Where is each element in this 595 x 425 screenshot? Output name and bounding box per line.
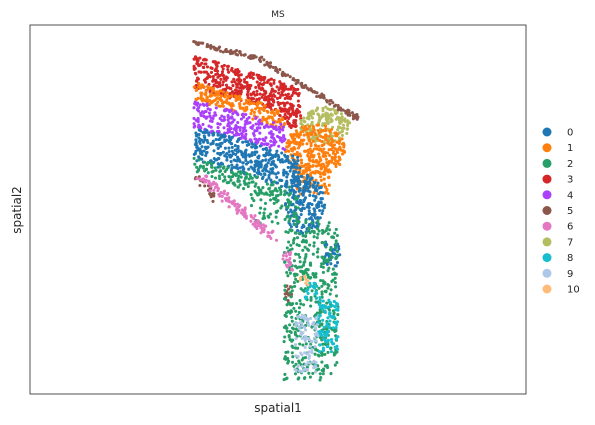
legend-label-7: 7 [567, 237, 573, 248]
legend-marker-9 [542, 268, 552, 278]
x-axis-label: spatial1 [254, 401, 302, 415]
legend-marker-4 [542, 190, 552, 200]
legend-marker-8 [542, 253, 552, 263]
legend-marker-3 [542, 174, 552, 184]
legend-marker-1 [542, 143, 552, 153]
legend-marker-6 [542, 221, 552, 231]
legend-label-0: 0 [567, 128, 573, 139]
legend-marker-2 [542, 158, 552, 168]
legend-marker-5 [542, 206, 552, 215]
plot-area [29, 24, 527, 395]
chart-title: MS [271, 10, 285, 20]
legend: 0 1 2 3 4 5 6 7 8 9 10 [542, 127, 580, 296]
y-axis-label: spatial2 [10, 186, 24, 234]
legend-marker-10 [542, 284, 552, 294]
legend-marker-0 [542, 127, 552, 137]
legend-label-10: 10 [567, 285, 580, 296]
legend-label-6: 6 [567, 222, 573, 233]
legend-label-2: 2 [567, 159, 573, 170]
scatter-points [192, 39, 360, 382]
legend-label-4: 4 [567, 190, 573, 201]
legend-label-1: 1 [567, 143, 573, 154]
legend-label-9: 9 [567, 269, 573, 280]
legend-marker-7 [542, 237, 552, 247]
legend-label-5: 5 [567, 206, 573, 217]
legend-label-8: 8 [567, 253, 573, 264]
legend-label-3: 3 [567, 175, 573, 186]
